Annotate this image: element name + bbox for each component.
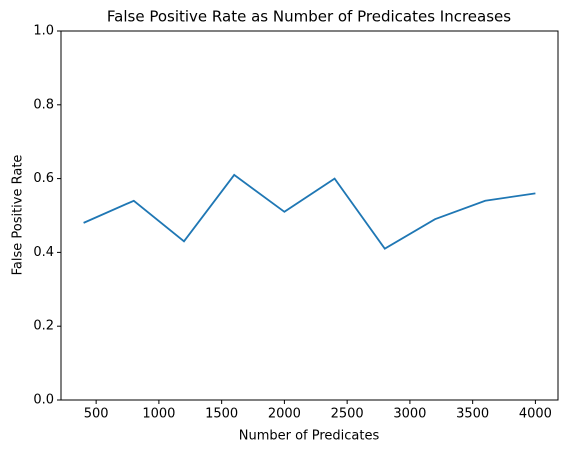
x-tick-label: 1500 — [205, 407, 238, 422]
plot-frame — [60, 30, 559, 401]
x-tick-label: 2500 — [331, 407, 364, 422]
y-tick-label: 0.8 — [33, 97, 54, 112]
y-tick-label: 0.2 — [33, 319, 54, 334]
x-tick-label: 2000 — [268, 407, 301, 422]
x-tick-label: 3000 — [393, 407, 426, 422]
x-tick-label: 3500 — [456, 407, 489, 422]
y-tick-label: 1.0 — [33, 24, 54, 39]
x-axis-label: Number of Predicates — [239, 429, 380, 444]
line-series — [83, 173, 536, 250]
chart-title: False Positive Rate as Number of Predica… — [107, 8, 511, 26]
x-tick-label: 1000 — [142, 407, 175, 422]
y-axis-label: False Positive Rate — [11, 155, 26, 276]
y-tick-label: 0.6 — [33, 171, 54, 186]
y-tick-label: 0.0 — [33, 393, 54, 408]
x-tick-label: 500 — [84, 407, 109, 422]
x-tick-label: 4000 — [519, 407, 552, 422]
y-tick-label: 0.4 — [33, 245, 54, 260]
